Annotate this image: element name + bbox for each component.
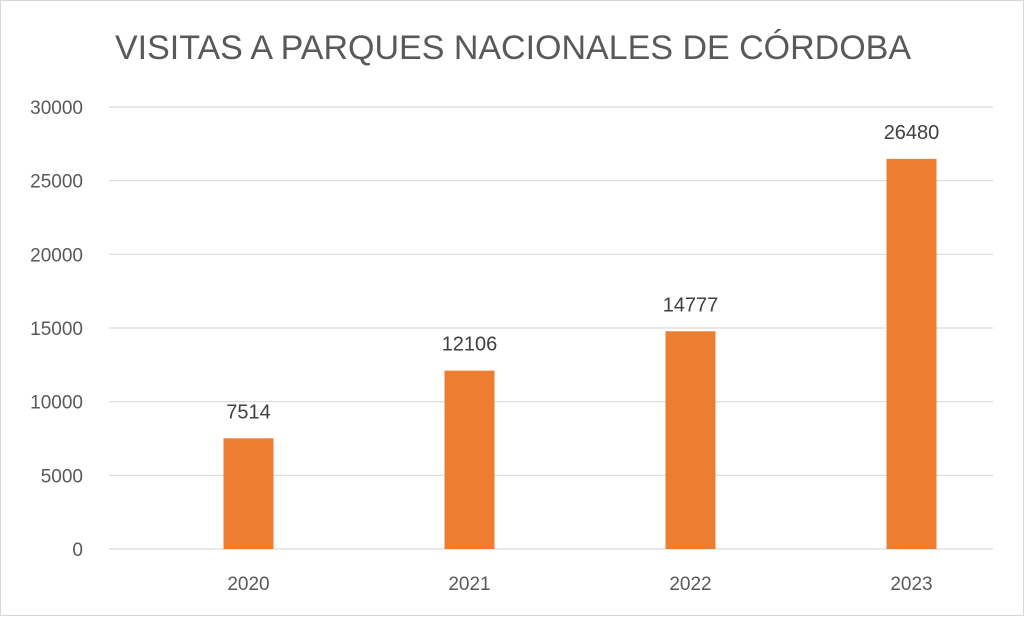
y-tick-label: 10000 bbox=[30, 393, 83, 414]
x-tick-label: 2022 bbox=[669, 574, 711, 595]
y-axis-ticks: 0 5000 10000 15000 20000 25000 30000 bbox=[30, 98, 83, 561]
y-tick-label: 20000 bbox=[30, 245, 83, 266]
bars bbox=[223, 158, 937, 549]
y-tick-label: 30000 bbox=[30, 98, 83, 119]
y-tick-label: 25000 bbox=[30, 172, 83, 193]
x-tick-label: 2020 bbox=[227, 574, 269, 595]
data-label-2020: 7514 bbox=[226, 401, 271, 423]
chart-title: VISITAS A PARQUES NACIONALES DE CÓRDOBA bbox=[115, 29, 911, 67]
data-label-2023: 26480 bbox=[884, 122, 940, 144]
data-label-2021: 12106 bbox=[442, 334, 498, 356]
bar-2023 bbox=[886, 158, 937, 549]
y-tick-label: 0 bbox=[72, 540, 83, 561]
data-label-2022: 14777 bbox=[663, 294, 719, 316]
data-labels: 7514 12106 14777 26480 bbox=[226, 122, 939, 423]
bar-2020 bbox=[223, 438, 274, 549]
x-axis-ticks: 2020 2021 2022 2023 bbox=[227, 574, 932, 595]
y-tick-label: 15000 bbox=[30, 319, 83, 340]
bar-2021 bbox=[444, 370, 495, 549]
x-tick-label: 2023 bbox=[890, 574, 932, 595]
x-tick-label: 2021 bbox=[448, 574, 490, 595]
y-tick-label: 5000 bbox=[41, 466, 83, 487]
bar-2022 bbox=[665, 331, 716, 549]
